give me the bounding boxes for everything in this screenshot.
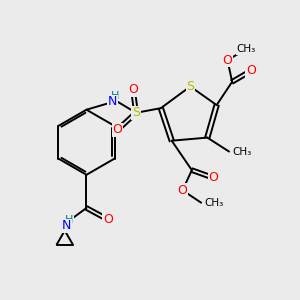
Text: CH₃: CH₃ [236,44,256,54]
Text: N: N [108,95,118,109]
Text: H: H [64,215,73,225]
Text: O: O [178,184,188,197]
Text: N: N [61,219,71,232]
Text: CH₃: CH₃ [204,198,224,208]
Text: O: O [223,54,232,67]
Text: S: S [132,106,140,119]
Text: O: O [208,171,218,184]
Text: O: O [246,64,256,77]
Text: O: O [112,123,122,136]
Text: O: O [103,213,113,226]
Text: S: S [186,80,194,93]
Text: H: H [111,91,119,101]
Text: O: O [128,83,138,96]
Text: CH₃: CH₃ [233,146,252,157]
